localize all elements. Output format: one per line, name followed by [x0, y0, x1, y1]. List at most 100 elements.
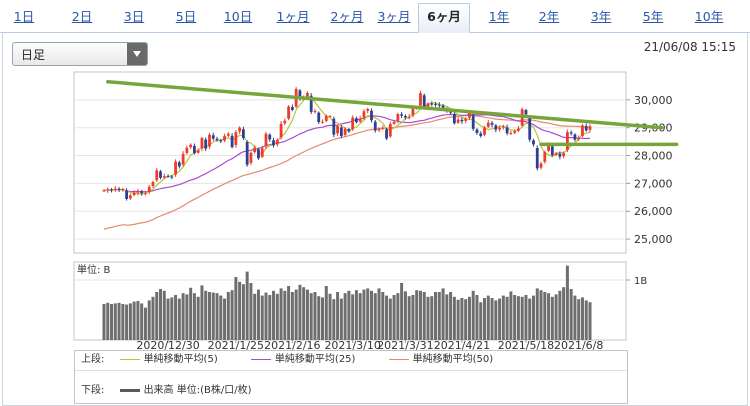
volume-bar	[479, 302, 483, 340]
volume-bar	[339, 298, 343, 340]
tab-5y[interactable]: 5年	[642, 9, 664, 24]
candle-body	[437, 104, 441, 106]
candle-body	[355, 118, 358, 123]
candle-body	[475, 129, 479, 133]
interval-select[interactable]: 日足	[12, 42, 148, 66]
ma5-swatch	[119, 358, 140, 360]
candle-body	[117, 188, 121, 191]
tab-3m[interactable]: 3ヶ月	[377, 9, 411, 24]
candle-body	[494, 125, 498, 130]
volume-bar	[241, 284, 245, 340]
volume-bar	[430, 296, 434, 340]
candle-body	[200, 137, 204, 149]
volume-bar	[385, 295, 389, 340]
volume-bar	[400, 283, 404, 340]
legend-ma50: 単純移動平均(50)	[412, 354, 494, 365]
candle-body	[343, 128, 347, 135]
candle-body	[181, 153, 185, 165]
volume-bar	[328, 293, 332, 340]
candle-body	[513, 131, 517, 133]
candle-body	[253, 147, 257, 153]
candle-body	[208, 134, 211, 147]
tab-3d[interactable]: 3日	[123, 9, 145, 24]
candle-body	[524, 110, 528, 115]
tab-1d[interactable]: 1日	[13, 9, 35, 24]
volume-bar	[403, 291, 407, 340]
tab-10y[interactable]: 10年	[694, 9, 724, 24]
candle-body	[264, 133, 268, 147]
volume-bar	[565, 265, 569, 340]
candle-body	[392, 121, 396, 124]
tab-2y[interactable]: 2年	[538, 9, 560, 24]
price-tick-label: 25,000	[634, 233, 673, 246]
candle-body	[426, 103, 430, 108]
candle-body	[140, 191, 144, 194]
volume-bar	[136, 301, 140, 340]
candle-body	[528, 118, 532, 140]
volume-bar	[332, 299, 336, 340]
volume-bar	[185, 294, 189, 340]
candle-body	[407, 116, 411, 118]
volume-bar	[256, 289, 260, 340]
candle-body	[347, 129, 351, 132]
candle-body	[290, 107, 294, 110]
x-tick-label: 2021/3/10	[324, 339, 380, 352]
candle-body	[535, 147, 539, 169]
legend-upper-label: 上段:	[81, 354, 105, 365]
volume-bar	[486, 295, 490, 340]
volume-bar	[113, 303, 117, 340]
candle-body	[452, 114, 456, 124]
candle-body	[460, 119, 464, 122]
volume-bar	[279, 288, 283, 340]
candle-body	[298, 90, 302, 99]
chevron-down-icon[interactable]	[127, 43, 147, 65]
tab-6m[interactable]: 6ヶ月	[418, 3, 470, 34]
volume-bar	[418, 290, 422, 340]
tab-10d[interactable]: 10日	[223, 9, 253, 24]
volume-bar	[550, 296, 554, 340]
tab-3y[interactable]: 3年	[590, 9, 612, 24]
candle-body	[471, 115, 475, 129]
volume-bar	[528, 298, 532, 340]
candle-body	[573, 134, 577, 140]
candle-body	[483, 127, 486, 135]
tab-2d[interactable]: 2日	[71, 9, 93, 24]
volume-bar	[189, 287, 193, 340]
candle-body	[313, 110, 317, 112]
tab-2m[interactable]: 2ヶ月	[330, 9, 364, 24]
volume-bar	[177, 298, 181, 340]
tab-1m[interactable]: 1ヶ月	[276, 9, 310, 24]
x-tick-label: 2021/3/31	[377, 339, 433, 352]
legend-divider	[75, 370, 627, 371]
volume-bar	[373, 293, 377, 340]
volume-bar	[509, 291, 513, 340]
volume-bar	[437, 292, 441, 340]
candle-body	[434, 103, 437, 105]
candle-body	[204, 139, 208, 149]
candle-body	[257, 149, 260, 159]
candle-body	[388, 124, 392, 137]
price-tick-label: 27,000	[634, 177, 673, 190]
price-tick-label: 28,000	[634, 150, 673, 163]
tab-5d[interactable]: 5日	[175, 9, 197, 24]
volume-bar	[234, 277, 238, 340]
volume-bar	[445, 294, 449, 340]
candle-body	[268, 134, 272, 140]
volume-bar	[313, 292, 317, 340]
candle-body	[147, 186, 151, 193]
volume-bar	[358, 293, 362, 340]
volume-bar	[426, 296, 430, 340]
volume-bar	[351, 294, 355, 340]
candle-body	[166, 176, 170, 178]
candle-body	[577, 137, 581, 140]
tab-1y[interactable]: 1年	[488, 9, 510, 24]
volume-bar	[381, 292, 385, 340]
volume-bar	[460, 298, 464, 340]
candle-body	[287, 106, 291, 119]
volume-bar	[159, 289, 163, 340]
candle-body	[498, 127, 501, 130]
candle-body	[584, 126, 588, 131]
volume-bar	[396, 293, 400, 340]
volume-bar	[117, 302, 121, 340]
candle-body	[366, 109, 370, 111]
